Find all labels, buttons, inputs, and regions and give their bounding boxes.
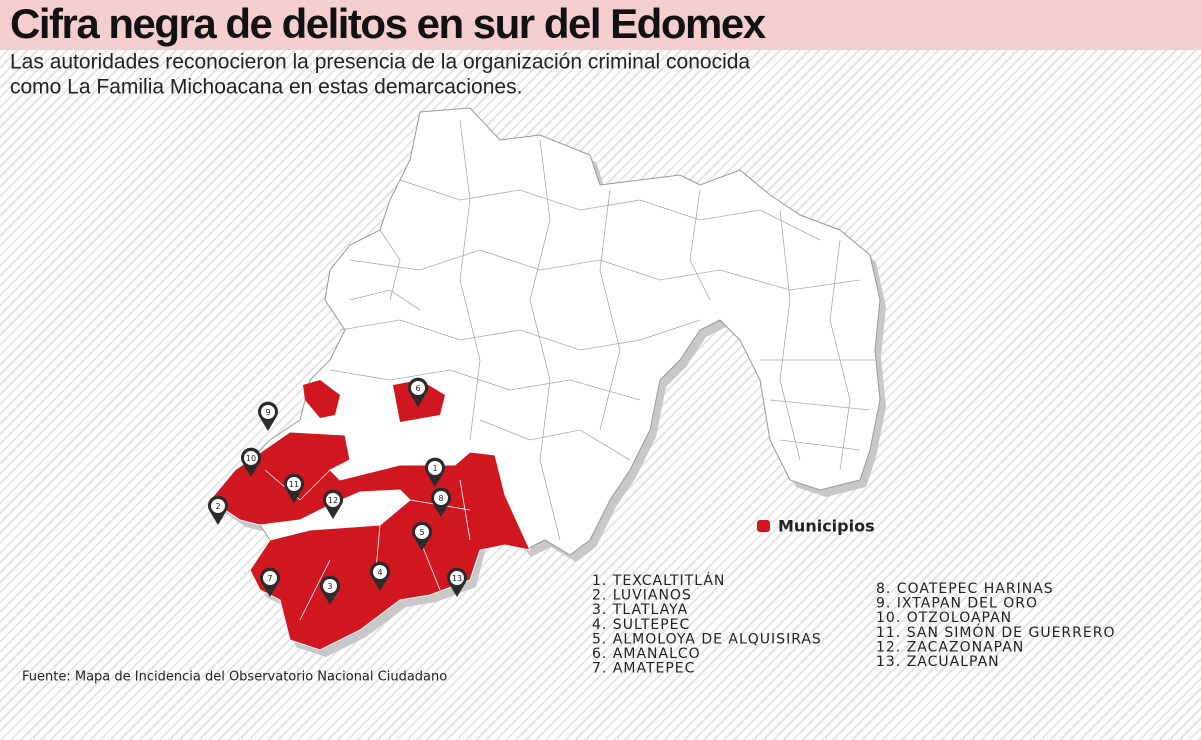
pin: 3 [320,575,340,605]
pin-center [411,381,425,395]
pin-center [415,525,429,539]
municipality: 13. ZACUALPAN [876,654,1000,670]
municipality: 9. IXTAPAN DEL ORO [876,596,1038,612]
municipality: 5. ALMOLOYA DE ALQUISIRAS [592,631,822,647]
pin: 5 [412,521,432,551]
pin: 12 [323,489,343,519]
pin-label: 5 [419,528,424,537]
pin: 4 [370,561,390,591]
pin-center [428,461,442,475]
municipality: 7. AMATEPEC [592,661,695,677]
source: Fuente: Mapa de Incidencia del Observato… [22,670,447,685]
legend-swatch [757,520,770,532]
pin-label: 13 [452,574,462,583]
pin-label: 1 [432,464,437,473]
pin: 2 [208,495,228,525]
title: Cifra negra de delitos en sur del Edomex [10,0,767,47]
pin: 6 [408,377,428,407]
pin: 7 [260,567,280,597]
pin-center [434,491,448,505]
pin-label: 3 [327,582,332,591]
pin-center [261,405,275,419]
pin: 10 [241,447,261,477]
pin-label: 8 [438,494,443,503]
map [209,107,886,657]
pin: 11 [284,473,304,503]
pin-label: 12 [328,496,338,505]
municipality: 3. TLATLAYA [592,602,688,618]
municipality: 11. SAN SIMÓN DE GUERRERO [876,623,1115,641]
pin-label: 4 [377,568,382,577]
municipality: 10. OTZOLOAPAN [876,610,1012,626]
pin: 8 [430,487,451,517]
title-bar [0,0,1201,50]
legend-label: Municipios [778,517,875,536]
pin-center [373,565,387,579]
pin-label: 9 [265,408,270,417]
subtitle: como La Familia Michoacana en estas dema… [10,76,522,99]
pin-label: 7 [267,574,272,583]
pin: 13 [447,567,467,597]
municipality: 12. ZACAZONAPAN [876,639,1024,655]
pin-label: 2 [215,502,220,511]
municipality: 6. AMANALCO [592,646,701,662]
pin-label: 6 [415,384,420,393]
municipality: 1. TEXCALTITLÁN [592,572,725,589]
municipality: 2. LUVIANOS [592,588,692,604]
pin-center [326,493,340,507]
pin-center [263,571,277,585]
pin-center [244,451,258,465]
pin-label: 11 [289,480,299,489]
pin-center [287,477,301,491]
pin-label: 10 [246,454,256,463]
pin: 1 [424,457,445,487]
subtitle: Las autoridades reconocieron la presenci… [10,51,750,74]
pin-center [211,499,225,513]
municipality: 8. COATEPEC HARINAS [876,581,1054,597]
pin-center [450,571,464,585]
pin-center [323,579,337,593]
pin: 9 [258,401,278,431]
municipality: 4. SULTEPEC [592,617,690,633]
